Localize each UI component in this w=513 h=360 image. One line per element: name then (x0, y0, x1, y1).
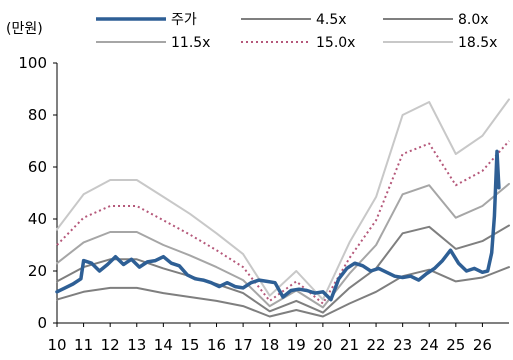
series-line-price (55, 149, 501, 302)
x-tick-label: 14 (154, 336, 173, 354)
x-tick-label: 22 (367, 336, 386, 354)
legend-label-18-5x: 18.5x (458, 35, 497, 51)
x-tick-label: 12 (101, 336, 120, 354)
x-tick-label: 26 (473, 336, 492, 354)
legend-label-4-5x: 4.5x (316, 12, 347, 28)
legend-label-price: 주가 (171, 12, 197, 28)
x-tick-label: 21 (340, 336, 359, 354)
y-tick-label: 20 (28, 262, 47, 280)
x-tick-label: 16 (207, 336, 226, 354)
x-tick-label: 23 (393, 336, 412, 354)
x-tick-label: 13 (127, 336, 146, 354)
y-tick-label: 60 (28, 158, 47, 176)
x-tick-label: 15 (180, 336, 199, 354)
y-tick-label: 80 (28, 106, 47, 124)
series-line-4-5x (56, 266, 510, 318)
y-axis: 0 20 40 60 80 100 (18, 54, 58, 332)
legend-label-15-0x: 15.0x (316, 35, 355, 51)
x-tick-label: 17 (234, 336, 253, 354)
y-tick-label: 40 (28, 210, 47, 228)
legend-label-8-0x: 8.0x (458, 12, 489, 28)
x-tick-label: 10 (47, 336, 66, 354)
series-line-18-5x (56, 98, 510, 301)
legend-label-11-5x: 11.5x (171, 35, 210, 51)
series-line-15-0x (56, 140, 510, 305)
x-tick-label: 24 (420, 336, 439, 354)
plot-area (55, 98, 510, 318)
x-tick-label: 11 (74, 336, 93, 354)
unit-label: (만원) (6, 21, 43, 37)
x-tick-label: 20 (313, 336, 332, 354)
x-tick-label: 18 (260, 336, 279, 354)
x-tick-label: 19 (287, 336, 306, 354)
series-line-8-0x (56, 224, 510, 314)
x-axis: 10 11 12 13 14 15 16 17 18 19 20 21 22 23 24 25 26 (47, 322, 509, 354)
y-tick-label: 100 (18, 54, 47, 72)
y-tick-label: 0 (37, 314, 47, 332)
x-tick-label: 25 (446, 336, 465, 354)
legend: 주가 4.5x 8.0x 11.5x 15.0x 18.5x (96, 12, 497, 51)
